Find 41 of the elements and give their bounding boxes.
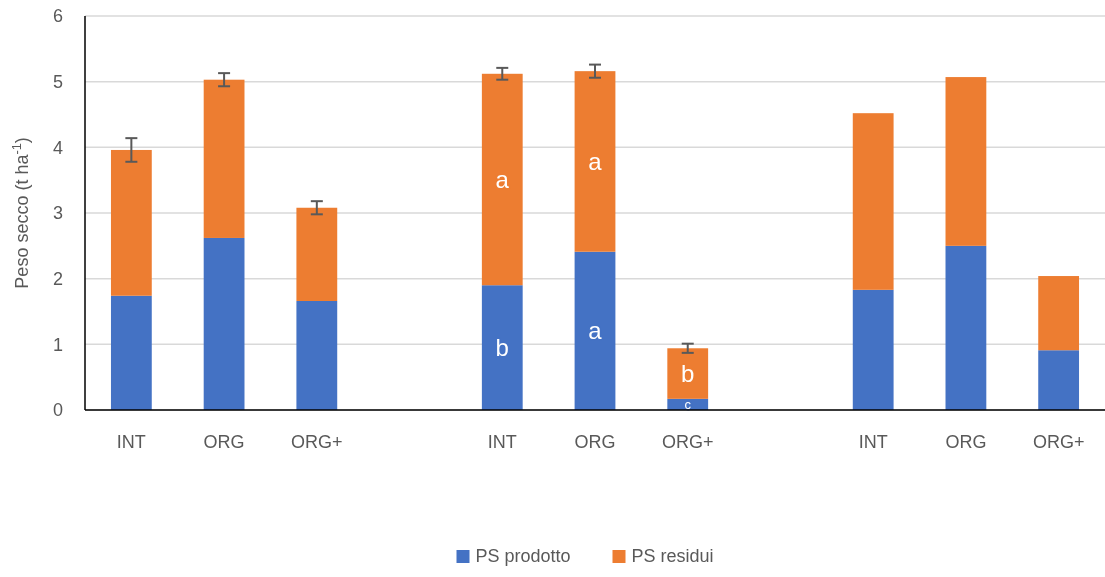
bar: [852, 113, 894, 290]
data-label: a: [495, 165, 510, 193]
legend-label: PS prodotto: [475, 546, 571, 566]
x-tick-label: ORG: [203, 432, 245, 452]
data-label: a: [588, 317, 603, 345]
bar: [296, 207, 338, 301]
bar: [1038, 350, 1080, 410]
data-label: a: [588, 147, 603, 175]
y-tick-label: 3: [52, 203, 63, 224]
y-tick-label: 2: [52, 268, 63, 289]
bar: [945, 245, 987, 410]
x-tick-label: INT: [487, 432, 517, 452]
y-tick-label: 1: [52, 334, 63, 355]
bar: [203, 79, 245, 238]
bar: [1038, 276, 1080, 351]
bar: [296, 300, 338, 410]
bar: [481, 285, 523, 410]
y-tick-label: 0: [52, 400, 63, 421]
x-tick-label: ORG+: [661, 432, 714, 452]
x-tick-label: INT: [116, 432, 146, 452]
legend-label: PS residui: [631, 546, 714, 566]
bar: [574, 251, 616, 410]
bar: [667, 348, 709, 399]
x-tick-label: ORG+: [1032, 432, 1085, 452]
y-tick-label: 6: [52, 6, 63, 27]
data-label: b: [681, 359, 695, 387]
x-tick-label: INT: [858, 432, 888, 452]
y-tick-label: 5: [52, 71, 63, 92]
data-label: b: [495, 334, 509, 362]
bar: [203, 237, 245, 410]
bar: [110, 295, 152, 410]
bar: [481, 73, 523, 286]
bar: [110, 149, 152, 296]
bar: [945, 77, 987, 246]
y-tick-label: 4: [52, 137, 63, 158]
bar: [574, 71, 616, 252]
x-tick-label: ORG: [574, 432, 616, 452]
bar: [852, 289, 894, 410]
data-label: c: [684, 396, 692, 412]
x-tick-label: ORG+: [291, 432, 343, 452]
x-tick-label: ORG: [945, 432, 987, 452]
